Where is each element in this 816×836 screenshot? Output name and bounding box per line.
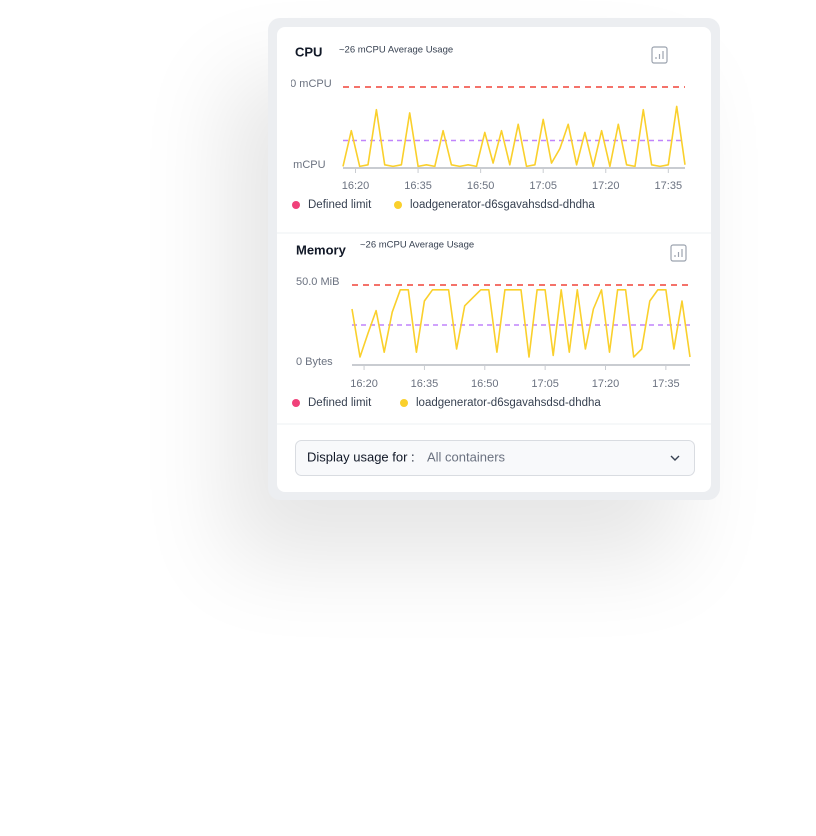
dropdown-label: Display usage for :	[307, 449, 415, 464]
x-tick-label: 17:35	[655, 180, 683, 192]
y-tick-labels: 50 mCPU 0 mCPU	[284, 78, 332, 171]
legend-label: Defined limit	[308, 397, 372, 409]
x-tick-label: 16:35	[404, 180, 432, 192]
dropdown-value: All containers	[427, 449, 506, 464]
y-tick-label: 50.0 MiB	[296, 276, 339, 288]
series-line	[342, 105, 686, 168]
legend-label: loadgenerator-d6sgavahsdsd-dhdha	[410, 199, 595, 211]
chart-subtitle: ~26 mCPU Average Usage	[339, 45, 453, 56]
x-tick-label: 16:35	[411, 378, 439, 390]
dropdown-chevron	[670, 455, 680, 461]
legend-dot	[292, 201, 300, 209]
x-tick-label: 17:20	[592, 180, 620, 192]
x-tick-label: 17:05	[531, 378, 559, 390]
x-tick-label: 16:50	[471, 378, 499, 390]
legend-dot	[394, 201, 402, 209]
x-tick-label: 17:20	[592, 378, 620, 390]
x-tick-label: 16:20	[342, 180, 370, 192]
legend-label: loadgenerator-d6sgavahsdsd-dhdha	[416, 397, 601, 409]
x-tick-label: 17:05	[529, 180, 557, 192]
x-tick-label: 17:35	[652, 378, 680, 390]
legend-label: Defined limit	[308, 199, 372, 211]
dropdown[interactable]	[295, 440, 695, 476]
x-tick-label: 16:20	[350, 378, 378, 390]
series-line	[351, 289, 691, 358]
chart-subtitle: ~26 mCPU Average Usage	[360, 240, 474, 251]
legend-dot	[292, 399, 300, 407]
x-tick-label: 16:50	[467, 180, 495, 192]
chart-title: Memory	[296, 242, 347, 257]
y-tick-label: 0 Bytes	[296, 356, 333, 368]
chart-title: CPU	[295, 44, 322, 59]
legend-dot	[400, 399, 408, 407]
y-tick-label: 0 mCPU	[284, 159, 326, 171]
y-tick-label: 50 mCPU	[284, 78, 332, 90]
chart-icon	[651, 46, 668, 64]
card	[277, 27, 711, 492]
chart-icon	[670, 244, 687, 262]
